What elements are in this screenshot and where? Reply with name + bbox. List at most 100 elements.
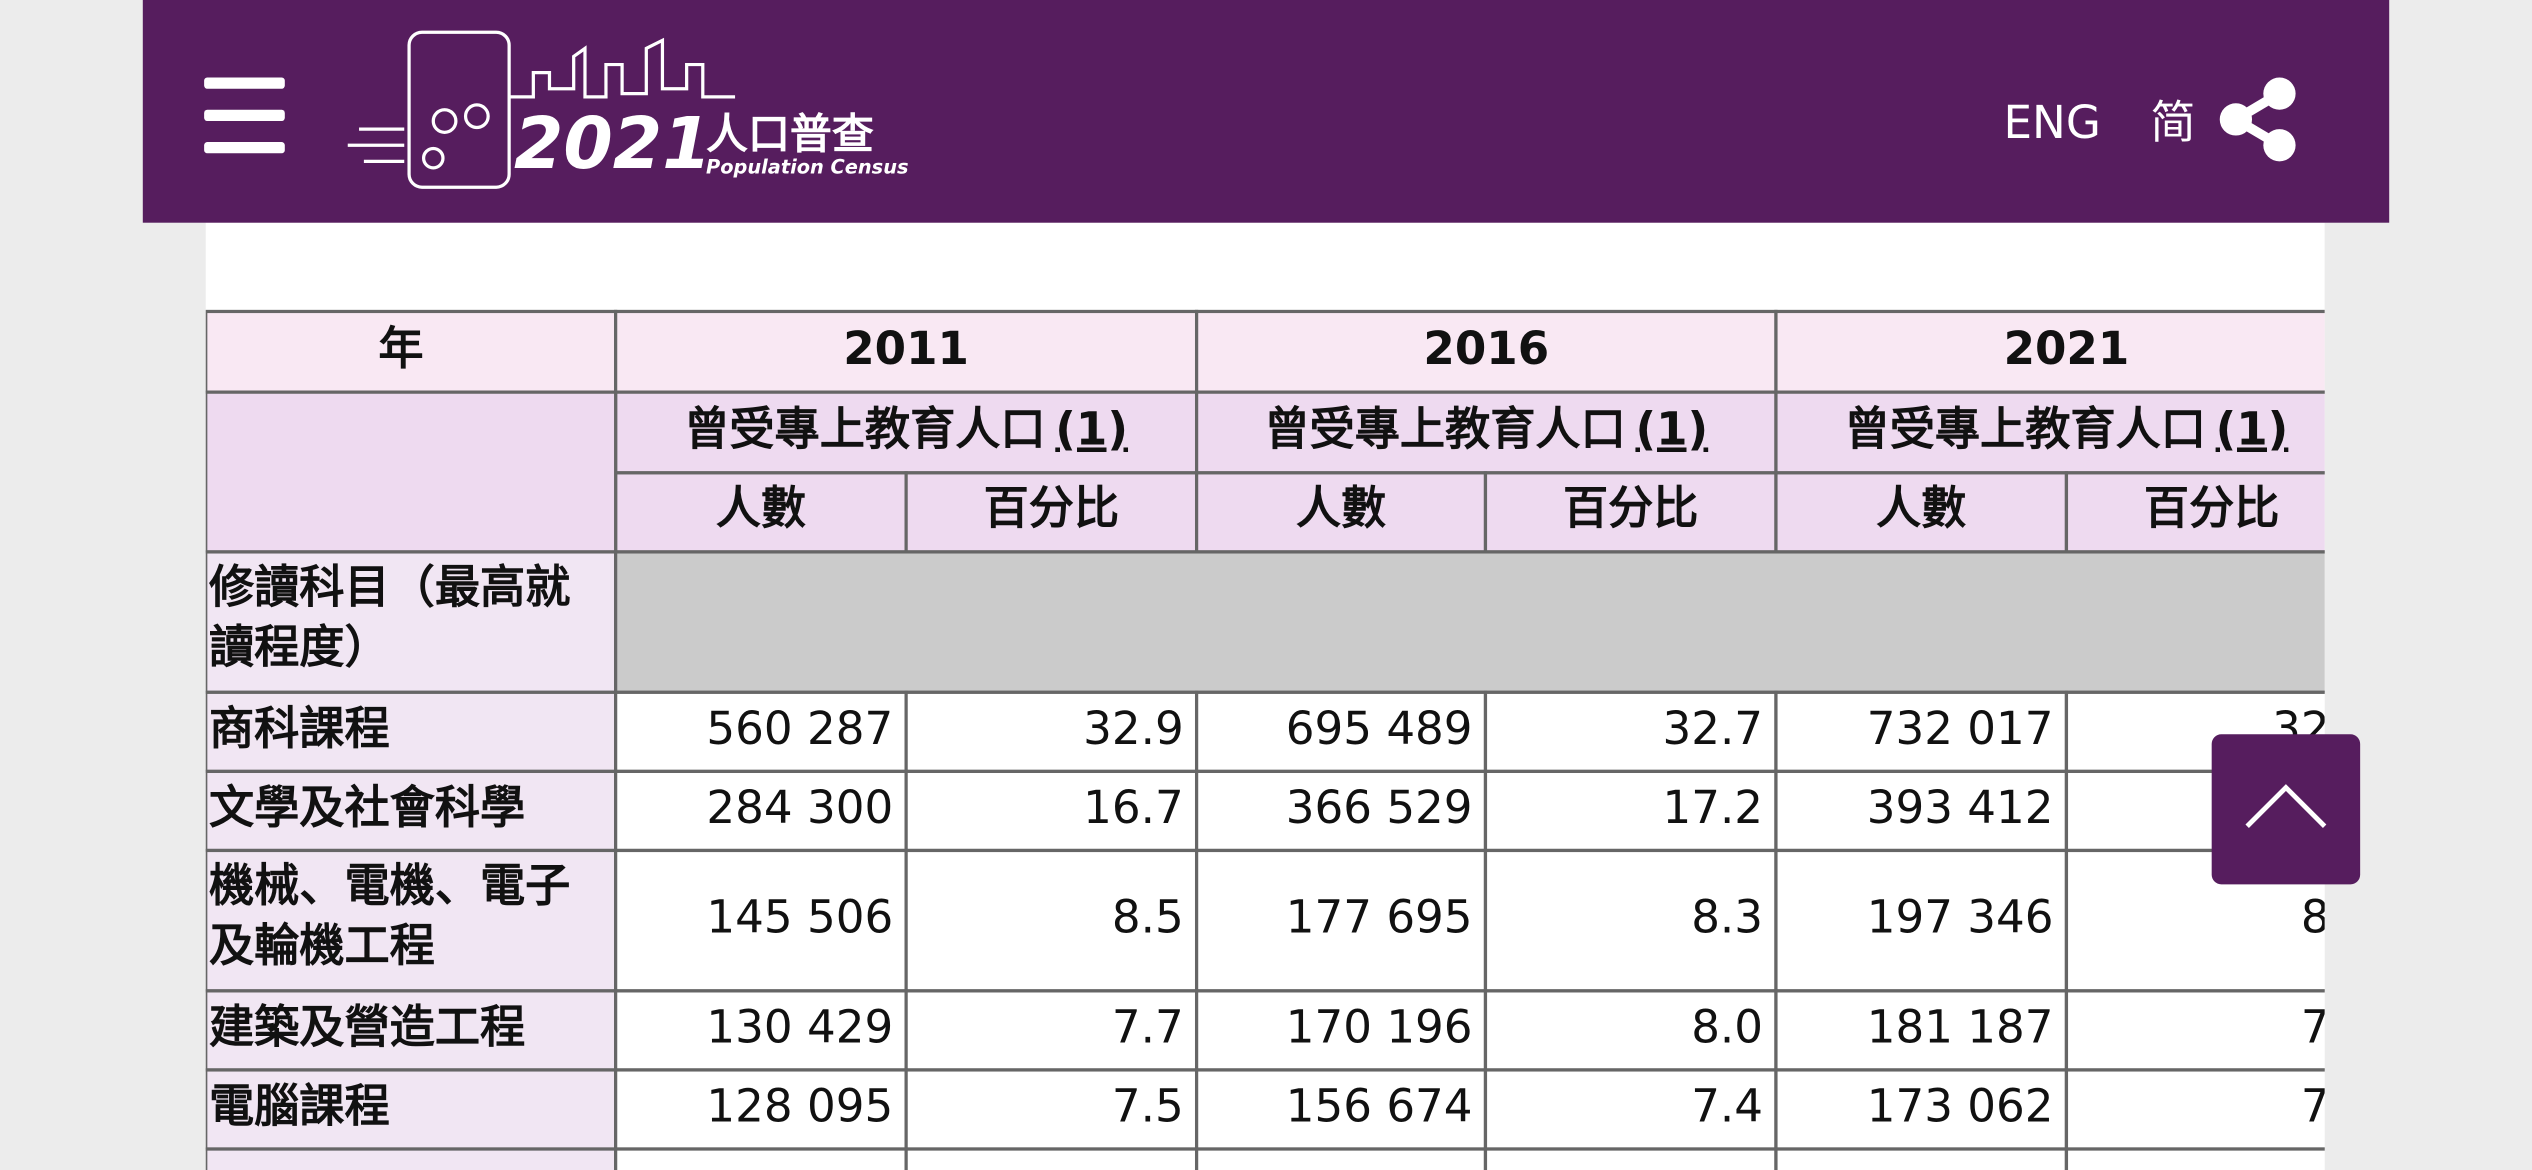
logo-year: 2021	[514, 102, 712, 185]
cell-bg	[1774, 848, 2069, 993]
group-label: 曾受專上教育人口	[1845, 402, 2206, 455]
row-label: 機械、電機、電子	[209, 859, 570, 912]
cell-bg	[1774, 471, 2069, 554]
cell-value: 7.	[2301, 1000, 2344, 1053]
row-label: 電腦課程	[209, 1079, 390, 1132]
cell-value: 732 017	[1867, 702, 2054, 755]
lang-eng[interactable]: ENG	[2004, 96, 2101, 149]
cell-bg	[614, 1147, 908, 1170]
group-label: 曾受專上教育人口	[684, 402, 1045, 455]
group-label: 曾受專上教育人口	[1264, 402, 1625, 455]
cell-value: 8.5	[1112, 891, 1184, 944]
cell-bg	[904, 769, 1199, 853]
cell-bg	[1774, 1147, 2069, 1170]
row-label: 文學及社會科學	[209, 781, 525, 834]
cell-value: 145 506	[706, 891, 893, 944]
section-label: 修讀科目（最高就	[209, 561, 570, 614]
cell-bg	[205, 390, 618, 554]
year-header: 2011	[843, 322, 969, 375]
cell-bg	[205, 989, 618, 1072]
cell-bg	[205, 690, 618, 774]
cell-bg	[1483, 848, 1778, 993]
cell-value: 8.	[2301, 891, 2344, 944]
cell-bg	[904, 989, 1199, 1072]
group-header: 曾受專上教育人口 (1)	[1264, 402, 1708, 455]
cell-value: 8.0	[1691, 1000, 1763, 1053]
cell-bg	[2064, 1147, 2325, 1170]
menu-button[interactable]	[204, 77, 285, 154]
cell-bg	[2064, 471, 2325, 554]
cell-value: 7.	[2301, 1079, 2344, 1132]
cell-bg	[1194, 1147, 1488, 1170]
header-bar: 2021 人口普查 Population Census ENG 简	[142, 0, 2390, 223]
cell-bg	[1774, 1068, 2069, 1151]
scroll-top-button[interactable]	[2211, 734, 2361, 885]
cell-bg	[1774, 309, 2325, 394]
cell-value: 130 429	[706, 1000, 893, 1053]
group-header: 曾受專上教育人口 (1)	[1845, 402, 2289, 455]
cell-value: 695 489	[1286, 702, 1473, 755]
footnote-link[interactable]: (1)	[2216, 402, 2289, 455]
footnote-link[interactable]: (1)	[1635, 402, 1708, 455]
cell-value: 156 674	[1286, 1079, 1473, 1132]
header-bg	[142, 0, 2390, 223]
row-label: 建築及營造工程	[209, 1000, 525, 1053]
count-header: 人數	[1876, 482, 1966, 535]
logo-title: 人口普查	[706, 110, 874, 159]
year-header: 2016	[1423, 322, 1549, 375]
cell-value: 7.5	[1112, 1079, 1184, 1132]
cell-value: 173 062	[1867, 1079, 2054, 1132]
cell-bg	[205, 848, 618, 993]
share-button[interactable]	[2219, 77, 2296, 162]
cell-bg	[2064, 989, 2325, 1072]
cell-bg	[205, 769, 618, 853]
group-header: 曾受專上教育人口 (1)	[684, 402, 1128, 455]
cell-value: 181 187	[1867, 1000, 2054, 1053]
cell-value: 393 412	[1867, 781, 2054, 834]
lang-simplified[interactable]: 简	[2150, 96, 2195, 149]
cell-value: 8.3	[1691, 891, 1763, 944]
cell-value: 128 095	[706, 1079, 893, 1132]
year-label: 年	[378, 322, 423, 375]
cell-bg	[614, 390, 1199, 475]
cell-value: 284 300	[706, 781, 893, 834]
cell-value: 7.7	[1112, 1000, 1184, 1053]
cell-bg	[1194, 309, 1778, 394]
cell-value: 560 287	[706, 702, 893, 755]
cell-bg	[614, 471, 908, 554]
row-label: 商科課程	[209, 702, 390, 755]
cell-bg	[904, 1147, 1199, 1170]
cell-value: 366 529	[1286, 781, 1473, 834]
row-label: 及輪機工程	[209, 919, 435, 972]
cell-bg	[614, 550, 2325, 694]
year-header: 2021	[2004, 322, 2130, 375]
count-header: 人數	[716, 482, 806, 535]
cell-bg	[1194, 690, 1488, 774]
cell-bg	[1483, 769, 1778, 853]
cell-bg	[1194, 390, 1778, 475]
cell-value: 170 196	[1286, 1000, 1473, 1053]
cell-bg	[614, 1068, 908, 1151]
cell-value: 16.7	[1083, 781, 1184, 834]
logo-graphic	[347, 30, 736, 189]
cell-value: 32.9	[1083, 702, 1184, 755]
footnote-link[interactable]: (1)	[1055, 402, 1128, 455]
percent-header: 百分比	[984, 482, 1120, 535]
cell-bg	[1774, 989, 2069, 1072]
section-label: 讀程度）	[209, 620, 390, 673]
percent-header: 百分比	[1563, 482, 1699, 535]
logo-subtitle: Population Census	[706, 155, 909, 178]
cell-value: 32.7	[1662, 702, 1763, 755]
cell-value: 177 695	[1286, 891, 1473, 944]
cell-bg	[205, 1147, 618, 1170]
cell-bg	[1483, 1147, 1778, 1170]
cell-bg	[205, 550, 618, 694]
cell-bg	[904, 848, 1199, 993]
cell-bg	[205, 309, 618, 394]
count-header: 人數	[1296, 482, 1386, 535]
percent-header: 百分比	[2144, 482, 2280, 535]
cell-bg	[1194, 1068, 1488, 1151]
cell-bg	[1483, 690, 1778, 774]
